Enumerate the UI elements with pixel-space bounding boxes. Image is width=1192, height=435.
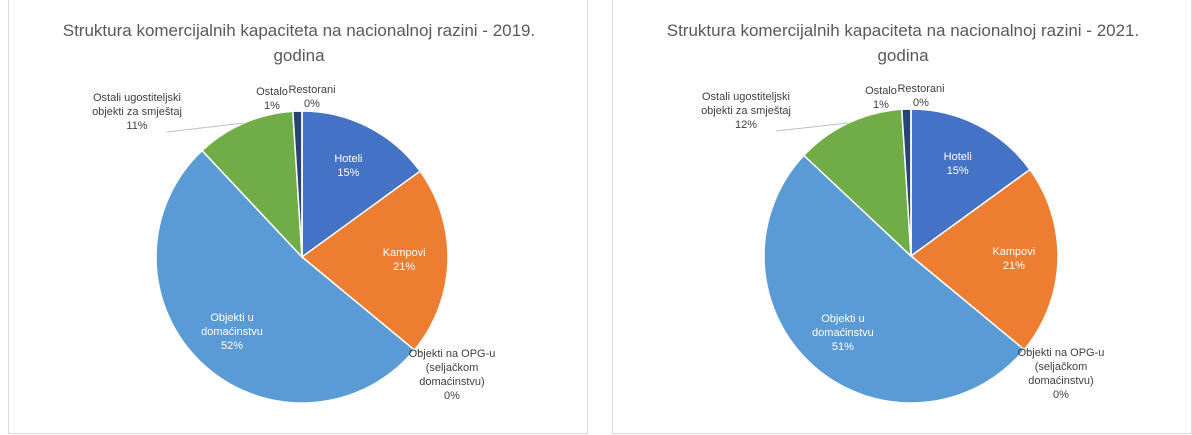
slice-label: Ostalo 1% <box>865 84 897 112</box>
value-label: 0% <box>444 390 460 402</box>
slice-label: Kampovi 21% <box>374 246 434 274</box>
category-label: Objekti na OPG-u (seljačkom domaćinstvu) <box>408 348 496 388</box>
chart-panel: Struktura komercijalnih kapaciteta na na… <box>8 0 588 434</box>
category-label: Ostalo <box>865 85 897 97</box>
pie <box>155 110 449 404</box>
leader-line <box>414 349 423 354</box>
value-label: 21% <box>1002 260 1025 273</box>
slice-label: Objekti u domaćinstvu 52% <box>197 311 267 353</box>
category-label: Ostali ugostiteljski objekti za smještaj <box>701 91 791 117</box>
slice-label: Objekti u domaćinstvu 51% <box>808 312 878 354</box>
leader-line <box>166 122 245 133</box>
pie-slice <box>155 149 416 404</box>
slice-label: Objekti na OPG-u (seljačkom domaćinstvu)… <box>407 347 497 403</box>
slice-label: Restorani 0% <box>897 82 944 110</box>
pie-slice <box>300 170 449 352</box>
category-label: Kampovi <box>382 247 426 260</box>
value-label: 12% <box>734 119 758 131</box>
chart-panel: Struktura komercijalnih kapaciteta na na… <box>612 0 1192 434</box>
value-label: 21% <box>393 261 416 274</box>
category-label: Restorani <box>288 84 336 96</box>
pie <box>763 108 1059 404</box>
pie-slice <box>802 108 912 258</box>
pie-slice <box>910 108 1031 258</box>
pie-slice <box>200 110 303 260</box>
leader-line <box>1024 349 1032 353</box>
value-label: 51% <box>831 341 854 354</box>
category-label: Hoteli <box>943 151 972 164</box>
category-label: Ostalo <box>256 86 288 98</box>
value-label: 52% <box>221 339 244 352</box>
slice-label: Ostalo 1% <box>256 85 288 113</box>
pie-slice <box>909 168 1059 351</box>
slice-label: Hoteli 15% <box>928 150 988 178</box>
value-label: 11% <box>126 120 148 132</box>
category-label: Hoteli <box>334 152 363 165</box>
slice-label: Ostali ugostiteljski objekti za smještaj… <box>82 91 192 133</box>
chart-title: Struktura komercijalnih kapaciteta na na… <box>666 21 1140 65</box>
pie-slice <box>763 154 1026 404</box>
category-label: Objekti u domaćinstvu <box>201 311 263 338</box>
value-label: 1% <box>264 100 280 112</box>
category-label: Ostali ugostiteljski objekti za smještaj <box>92 92 182 118</box>
pie-slice <box>301 110 422 259</box>
category-label: Kampovi <box>992 246 1036 259</box>
value-label: 0% <box>1053 389 1069 401</box>
slice-label: Hoteli 15% <box>318 152 378 180</box>
slice-label: Kampovi 21% <box>984 245 1044 273</box>
value-label: 0% <box>304 98 320 110</box>
slice-label: Objekti na OPG-u (seljačkom domaćinstvu)… <box>1016 346 1106 402</box>
category-label: Objekti u domaćinstvu <box>812 313 874 340</box>
category-label: Objekti na OPG-u (seljačkom domaćinstvu) <box>1017 347 1105 387</box>
value-label: 0% <box>913 97 929 109</box>
slice-label: Ostali ugostiteljski objekti za smještaj… <box>691 90 801 132</box>
category-label: Restorani <box>897 83 945 95</box>
leader-line <box>775 122 849 132</box>
value-label: 1% <box>873 99 889 111</box>
chart-title: Struktura komercijalnih kapaciteta na na… <box>62 21 536 65</box>
slice-label: Restorani 0% <box>288 83 335 111</box>
value-label: 15% <box>337 166 360 179</box>
value-label: 15% <box>946 165 969 178</box>
